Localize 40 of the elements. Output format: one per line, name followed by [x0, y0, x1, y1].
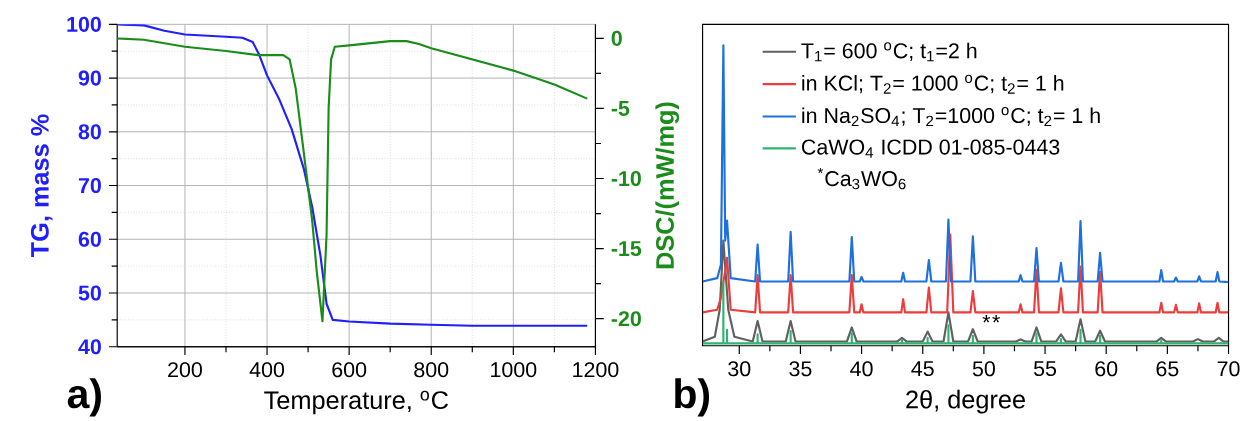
y2-tick-label: 0	[611, 30, 622, 47]
x-tick-label: 800	[414, 362, 449, 378]
legend-label: CaWO$_{4}$ ICDD 01-085-0443	[801, 139, 1060, 158]
y-tick-label: 70	[78, 178, 101, 194]
y2-tick-label: -5	[611, 101, 630, 117]
x-tick-label: 60	[1095, 361, 1118, 377]
x-tick-label: 1000	[491, 362, 537, 378]
y-tick-label: 50	[78, 285, 101, 301]
x-axis-title: Temperature, $^{o}$C	[264, 390, 449, 415]
y-tick-label: 100	[67, 16, 101, 33]
y2-tick-label: -15	[611, 241, 642, 257]
y-tick-label: 40	[78, 339, 101, 355]
y-axis-title: TG, mass %	[30, 114, 53, 258]
y-tick-label: 80	[78, 124, 101, 140]
annotation: *	[992, 315, 1000, 323]
x-axis-title: 2θ, degree	[906, 390, 1025, 414]
text: b)	[675, 378, 710, 417]
y-tick-label: 90	[78, 70, 101, 86]
y2-tick-label: -10	[611, 171, 641, 187]
legend-label: T$_{1}$= 600 $^{o}$C; t$_{1}$=2 h	[801, 42, 977, 62]
x-tick-label: 40	[850, 361, 873, 377]
x-tick-label: 400	[249, 362, 285, 378]
x-tick-label: 35	[789, 361, 812, 377]
annotation: $^{*}$Ca$_{3}$WO$_{6}$	[817, 168, 906, 190]
x-tick-label: 70	[1217, 361, 1240, 377]
y-tick-label: 60	[78, 231, 101, 247]
x-tick-label: 200	[168, 362, 202, 378]
x-tick-label: 600	[332, 362, 367, 378]
y2-tick-label: -20	[611, 311, 641, 327]
x-tick-label: 55	[1033, 361, 1057, 377]
x-tick-label: 30	[728, 361, 751, 377]
text: in Na$_{2}$SO$_{4}$; T$_{2}$=1000 $^{o}$C; t$_{2}$= 1 h	[802, 107, 1100, 127]
y2-axis-title: DSC/(mW/mg)	[655, 102, 680, 269]
annotation: *	[982, 315, 991, 323]
x-tick-label: 45	[911, 361, 934, 377]
text: a)	[67, 378, 101, 417]
legend-label: in KCl; T$_{2}$= 1000 $^{o}$C; t$_{2}$= 1 h	[802, 74, 1064, 94]
x-tick-label: 65	[1156, 361, 1179, 377]
x-tick-label: 1200	[573, 362, 619, 378]
x-tick-label: 50	[972, 361, 995, 377]
